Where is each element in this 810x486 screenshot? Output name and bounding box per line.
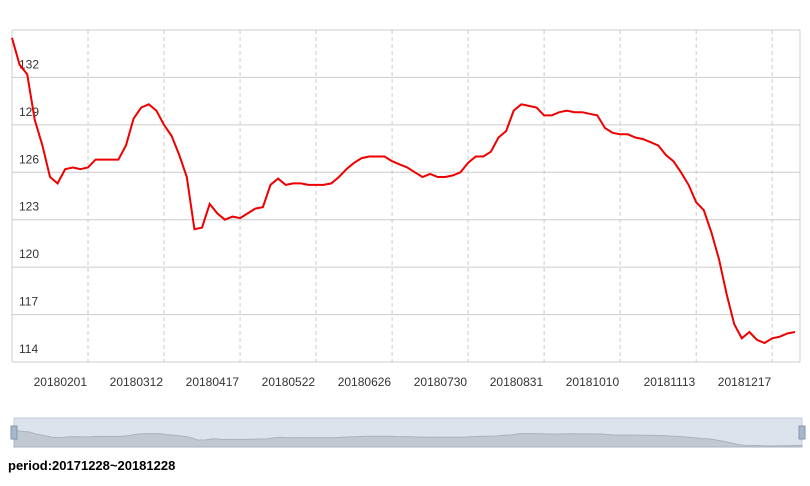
x-tick-label: 20180522 (262, 375, 316, 389)
y-tick-label: 117 (19, 295, 38, 309)
line (11, 37, 796, 345)
x-tick-label: 20181217 (718, 375, 772, 389)
y-tick-label: 126 (19, 152, 39, 166)
y-tick-label: 129 (19, 105, 39, 119)
zoom-handle (10, 425, 18, 440)
x-tick-label: 20180626 (338, 375, 392, 389)
y-tick-label: 114 (19, 342, 38, 356)
y-tick-label: 132 (19, 57, 39, 71)
zoom-overview (13, 429, 803, 448)
x-tick-label: 20180831 (490, 375, 544, 389)
period-label: period:20171228~20181228 (8, 458, 176, 473)
x-tick-label: 20180417 (186, 375, 240, 389)
x-tick-label: 20181010 (566, 375, 620, 389)
chart: 114 117 120 123 126 129 132 20180201 20180312 201… (10, 29, 806, 448)
x-tick-label: 20181113 (644, 375, 696, 389)
y-tick-label: 120 (19, 247, 39, 261)
zoom-handle (798, 425, 806, 440)
y-tick-label: 123 (19, 200, 39, 214)
x-tick-label: 20180312 (110, 375, 164, 389)
x-tick-label: 20180201 (34, 375, 88, 389)
x-tick-label: 20180730 (414, 375, 468, 389)
